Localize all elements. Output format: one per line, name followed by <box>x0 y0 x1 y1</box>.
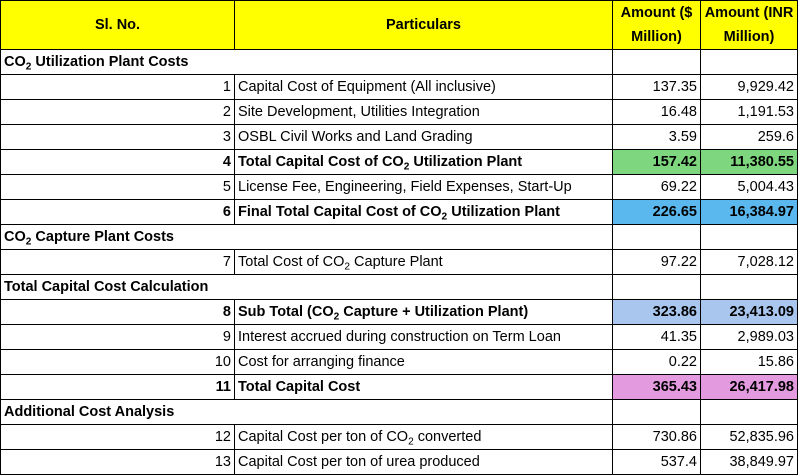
sl-no-cell[interactable]: 9 <box>0 324 235 350</box>
amount-usd-cell[interactable]: 226.65 <box>612 199 701 225</box>
table-row: 2 Site Development, Utilities Integratio… <box>0 99 798 125</box>
amount-inr-cell[interactable]: 5,004.43 <box>700 174 798 200</box>
sub-total-row: 8 Sub Total (CO2 Capture + Utilization P… <box>0 299 798 325</box>
sl-no-cell[interactable]: 1 <box>0 74 235 100</box>
amount-inr-cell[interactable]: 9,929.42 <box>700 74 798 100</box>
amount-usd-cell[interactable]: 16.48 <box>612 99 701 125</box>
amount-usd-cell[interactable]: 730.86 <box>612 424 701 450</box>
table-row: 5 License Fee, Engineering, Field Expens… <box>0 174 798 200</box>
total-row-utilization: 4 Total Capital Cost of CO2 Utilization … <box>0 149 798 175</box>
empty-cell[interactable] <box>612 399 701 425</box>
table-row: 12 Capital Cost per ton of CO2 converted… <box>0 424 798 450</box>
amount-inr-cell[interactable]: 52,835.96 <box>700 424 798 450</box>
amount-inr-cell[interactable]: 259.6 <box>700 124 798 150</box>
amount-usd-cell[interactable]: 157.42 <box>612 149 701 175</box>
sl-no-cell[interactable]: 11 <box>0 374 235 400</box>
header-amount-usd[interactable]: Amount ($ Million) <box>612 0 701 50</box>
table-row: 1 Capital Cost of Equipment (All inclusi… <box>0 74 798 100</box>
particulars-cell[interactable]: Capital Cost per ton of CO2 converted <box>234 424 613 450</box>
sl-no-cell[interactable]: 4 <box>0 149 235 175</box>
empty-cell[interactable] <box>700 274 798 300</box>
amount-usd-cell[interactable]: 365.43 <box>612 374 701 400</box>
empty-cell[interactable] <box>612 224 701 250</box>
section-row-additional: Additional Cost Analysis <box>0 399 798 425</box>
amount-usd-cell[interactable]: 323.86 <box>612 299 701 325</box>
table-row: 3 OSBL Civil Works and Land Grading 3.59… <box>0 124 798 150</box>
particulars-cell[interactable]: Cost for arranging finance <box>234 349 613 375</box>
amount-usd-cell[interactable]: 97.22 <box>612 249 701 275</box>
header-particulars[interactable]: Particulars <box>234 0 613 50</box>
total-capital-cost-row: 11 Total Capital Cost 365.43 26,417.98 <box>0 374 798 400</box>
section-row-utilization: CO2 Utilization Plant Costs <box>0 49 798 75</box>
sl-no-cell[interactable]: 8 <box>0 299 235 325</box>
particulars-cell[interactable]: Interest accrued during construction on … <box>234 324 613 350</box>
empty-cell[interactable] <box>700 399 798 425</box>
amount-usd-cell[interactable]: 3.59 <box>612 124 701 150</box>
empty-cell[interactable] <box>612 49 701 75</box>
sl-no-cell[interactable]: 10 <box>0 349 235 375</box>
amount-inr-cell[interactable]: 26,417.98 <box>700 374 798 400</box>
particulars-cell[interactable]: Capital Cost of Equipment (All inclusive… <box>234 74 613 100</box>
section-row-capture: CO2 Capture Plant Costs <box>0 224 798 250</box>
amount-inr-cell[interactable]: 16,384.97 <box>700 199 798 225</box>
header-row: Sl. No. Particulars Amount ($ Million) A… <box>0 0 798 50</box>
header-amount-inr[interactable]: Amount (INR Million) <box>700 0 798 50</box>
particulars-cell[interactable]: Total Cost of CO2 Capture Plant <box>234 249 613 275</box>
section-title-utilization[interactable]: CO2 Utilization Plant Costs <box>0 49 613 75</box>
section-row-total-calc: Total Capital Cost Calculation <box>0 274 798 300</box>
section-title-capture[interactable]: CO2 Capture Plant Costs <box>0 224 613 250</box>
amount-inr-cell[interactable]: 7,028.12 <box>700 249 798 275</box>
header-sl-no[interactable]: Sl. No. <box>0 0 235 50</box>
sl-no-cell[interactable]: 5 <box>0 174 235 200</box>
sl-no-cell[interactable]: 3 <box>0 124 235 150</box>
table-row: 9 Interest accrued during construction o… <box>0 324 798 350</box>
amount-inr-cell[interactable]: 15.86 <box>700 349 798 375</box>
particulars-cell[interactable]: Sub Total (CO2 Capture + Utilization Pla… <box>234 299 613 325</box>
particulars-cell[interactable]: Site Development, Utilities Integration <box>234 99 613 125</box>
amount-inr-cell[interactable]: 23,413.09 <box>700 299 798 325</box>
amount-usd-cell[interactable]: 137.35 <box>612 74 701 100</box>
particulars-cell[interactable]: License Fee, Engineering, Field Expenses… <box>234 174 613 200</box>
amount-inr-cell[interactable]: 11,380.55 <box>700 149 798 175</box>
particulars-cell[interactable]: OSBL Civil Works and Land Grading <box>234 124 613 150</box>
empty-cell[interactable] <box>700 49 798 75</box>
empty-cell[interactable] <box>612 274 701 300</box>
sl-no-cell[interactable]: 7 <box>0 249 235 275</box>
sl-no-cell[interactable]: 6 <box>0 199 235 225</box>
amount-usd-cell[interactable]: 41.35 <box>612 324 701 350</box>
particulars-cell[interactable]: Total Capital Cost <box>234 374 613 400</box>
table-row: 7 Total Cost of CO2 Capture Plant 97.22 … <box>0 249 798 275</box>
section-title-additional[interactable]: Additional Cost Analysis <box>0 399 613 425</box>
table-row: 10 Cost for arranging finance 0.22 15.86 <box>0 349 798 375</box>
sl-no-cell[interactable]: 2 <box>0 99 235 125</box>
final-total-row-utilization: 6 Final Total Capital Cost of CO2 Utiliz… <box>0 199 798 225</box>
particulars-cell[interactable]: Final Total Capital Cost of CO2 Utilizat… <box>234 199 613 225</box>
particulars-cell[interactable]: Total Capital Cost of CO2 Utilization Pl… <box>234 149 613 175</box>
amount-inr-cell[interactable]: 2,989.03 <box>700 324 798 350</box>
section-title-total-calc[interactable]: Total Capital Cost Calculation <box>0 274 613 300</box>
empty-cell[interactable] <box>700 224 798 250</box>
amount-usd-cell[interactable]: 0.22 <box>612 349 701 375</box>
amount-inr-cell[interactable]: 1,191.53 <box>700 99 798 125</box>
sl-no-cell[interactable]: 12 <box>0 424 235 450</box>
amount-usd-cell[interactable]: 69.22 <box>612 174 701 200</box>
